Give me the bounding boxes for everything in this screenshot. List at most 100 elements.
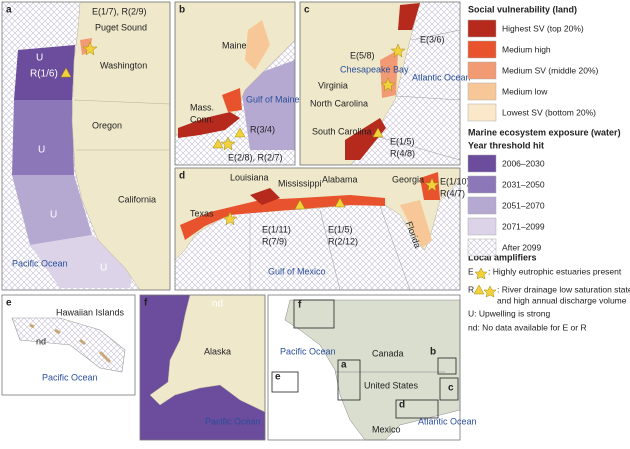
map-label: R(3/4) (250, 124, 275, 134)
estuary-marker (220, 136, 236, 151)
exposure-zone (240, 60, 295, 150)
legend-text: nd: No data available for E or R (468, 322, 587, 332)
map-label: E(3/6) (420, 34, 445, 44)
map-label: E(1/5) (328, 224, 353, 234)
panel-overview: f a b c d e Pacific Ocean Canada United … (267, 294, 477, 441)
panel-frame (174, 1, 296, 166)
estuary-marker (424, 177, 440, 192)
map-label: U (36, 53, 43, 64)
legend-swatch (467, 40, 497, 59)
map-label: Mississippi (278, 178, 322, 188)
map-label: United States (364, 380, 419, 390)
legend-label: After 2099 (502, 242, 541, 252)
legend-text: E (468, 266, 474, 276)
legend-label: 2051–2070 (502, 200, 545, 210)
map-label: Conn. (190, 114, 214, 124)
ocean-label: Pacific Ocean (42, 372, 98, 382)
map-label: U (38, 145, 45, 156)
legend-label: Medium high (502, 44, 551, 54)
legend-label: 2006–2030 (502, 158, 545, 168)
zone-border (249, 205, 411, 291)
legend: Social vulnerability (land) Marine ecosy… (467, 4, 630, 332)
legend-label: 2071–2099 (502, 221, 545, 231)
panel-label: b (179, 5, 185, 16)
map-label: E(5/8) (350, 50, 375, 60)
map-label: U (100, 263, 107, 274)
map-label: Texas (190, 208, 214, 218)
legend-subtitle: Year threshold hit (468, 140, 544, 150)
estuary-marker (82, 41, 98, 56)
legend-label: Lowest SV (bottom 20%) (502, 107, 596, 117)
extent-box (439, 377, 459, 401)
land-sv (400, 200, 432, 248)
estuary-marker (474, 267, 488, 280)
map-label: Mass. (190, 102, 214, 112)
map-label: E(2/8), R(2/7) (228, 152, 283, 162)
legend-swatch (467, 238, 497, 257)
panel-f: f nd Alaska Pacific Ocean (139, 294, 266, 441)
panel-frame (299, 1, 461, 166)
land-sv (180, 195, 385, 240)
map-label: U (50, 210, 57, 221)
river-marker (294, 199, 306, 210)
panel-frame (139, 294, 266, 441)
extent-box (271, 371, 299, 393)
river-marker (234, 127, 246, 138)
box-label: b (430, 347, 436, 358)
river-marker (212, 138, 224, 149)
land (149, 294, 266, 413)
map-label: E(1/5) (390, 136, 415, 146)
ocean-label: Pacific Ocean (12, 258, 68, 268)
map-label: E(1/11) (262, 224, 291, 234)
legend-swatch (467, 61, 497, 80)
map-label: R(7/9) (262, 236, 287, 246)
panel-label: a (6, 5, 12, 16)
land-sv (398, 3, 420, 30)
panel-c: c E(3/6) E(5/8) Chesapeake Bay Virginia … (299, 1, 471, 166)
map-label: Virginia (318, 80, 348, 90)
land-sv (380, 50, 398, 98)
legend-text: and high annual discharge volume (497, 295, 627, 305)
extent-box (437, 357, 457, 375)
map-label: Canada (372, 348, 404, 358)
legend-swatch (467, 19, 497, 38)
legend-text: : River drainage low saturation state (497, 284, 630, 294)
legend-title: Marine ecosystem exposure (water) (468, 127, 621, 137)
map-label: R(1/6) (30, 69, 58, 80)
panel-label: c (304, 5, 310, 16)
panel-a: a E(1/7), R(2/9) Puget Sound Washington … (1, 1, 171, 291)
panel-e: e Hawaiian Islands nd Pacific Ocean (1, 294, 136, 396)
map-label: R(4/7) (440, 188, 465, 198)
map-label: California (118, 194, 156, 204)
river-marker (60, 67, 72, 78)
map-label: Alaska (204, 346, 231, 356)
panel-label: d (179, 171, 185, 182)
land-sv (250, 188, 280, 205)
legend-text: : Highly eutrophic estuaries present (488, 266, 622, 276)
state-border (73, 99, 171, 151)
land-sv (178, 112, 240, 138)
box-label: f (298, 300, 302, 311)
ocean-label: Gulf of Maine (246, 94, 300, 104)
box-label: e (275, 372, 281, 383)
exposure-zone (12, 175, 92, 245)
map-label: E(1/7), R(2/9) (92, 6, 147, 16)
extent-box (293, 299, 335, 329)
legend-swatch (467, 103, 497, 122)
map-label: Alabama (322, 174, 358, 184)
land-sv (222, 88, 242, 112)
map-label: nd (36, 336, 46, 346)
river-marker (473, 284, 485, 295)
panel-label: e (6, 298, 12, 309)
legend-label: Medium SV (middle 20%) (502, 65, 599, 75)
legend-label: 2031–2050 (502, 179, 545, 189)
map-label: Maine (222, 40, 247, 50)
exposure-zone (11, 317, 126, 373)
extent-box (337, 359, 361, 401)
extent-box (395, 399, 439, 419)
panel-frame (1, 1, 171, 291)
legend-swatch (467, 196, 497, 215)
map-label: R(2/12) (328, 236, 358, 246)
map-label: North Carolina (310, 98, 368, 108)
